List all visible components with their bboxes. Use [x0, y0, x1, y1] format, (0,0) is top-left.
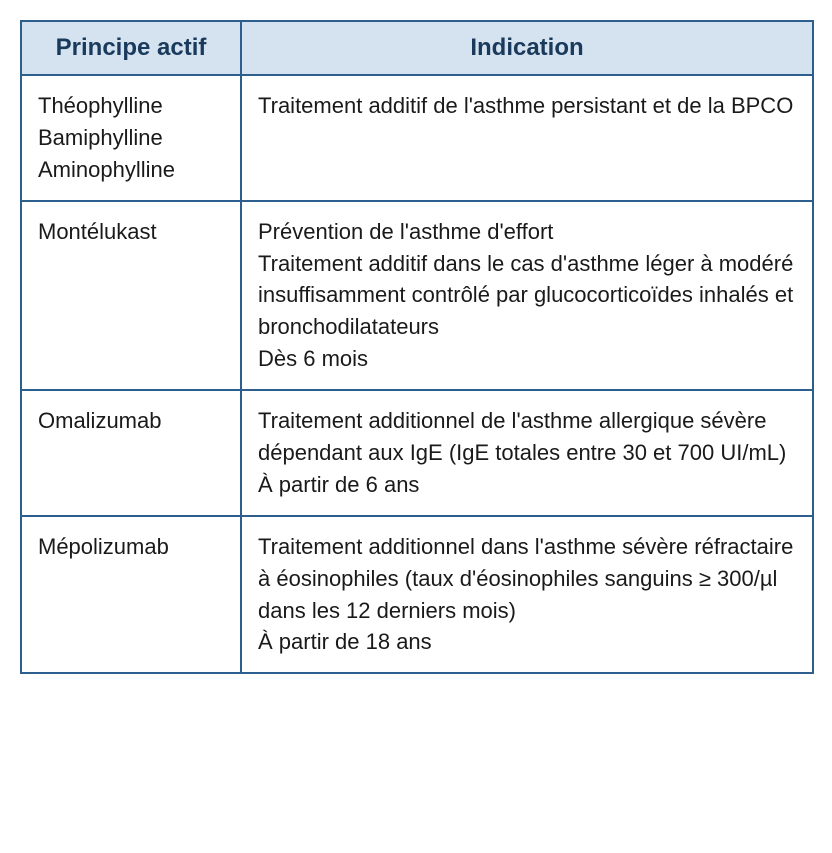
cell-indication: Prévention de l'asthme d'effortTraitemen… — [241, 201, 813, 390]
table-header-row: Principe actif Indication — [21, 21, 813, 75]
table-row: Montélukast Prévention de l'asthme d'eff… — [21, 201, 813, 390]
cell-principe: ThéophyllineBamiphyllineAminophylline — [21, 75, 241, 201]
table-row: ThéophyllineBamiphyllineAminophylline Tr… — [21, 75, 813, 201]
header-indication: Indication — [241, 21, 813, 75]
table-row: Mépolizumab Traitement additionnel dans … — [21, 516, 813, 674]
medication-table: Principe actif Indication ThéophyllineBa… — [20, 20, 814, 674]
table-row: Omalizumab Traitement additionnel de l'a… — [21, 390, 813, 516]
cell-principe: Montélukast — [21, 201, 241, 390]
cell-indication: Traitement additionnel de l'asthme aller… — [241, 390, 813, 516]
cell-indication: Traitement additif de l'asthme persistan… — [241, 75, 813, 201]
cell-indication: Traitement additionnel dans l'asthme sév… — [241, 516, 813, 674]
cell-principe: Omalizumab — [21, 390, 241, 516]
header-principe: Principe actif — [21, 21, 241, 75]
cell-principe: Mépolizumab — [21, 516, 241, 674]
